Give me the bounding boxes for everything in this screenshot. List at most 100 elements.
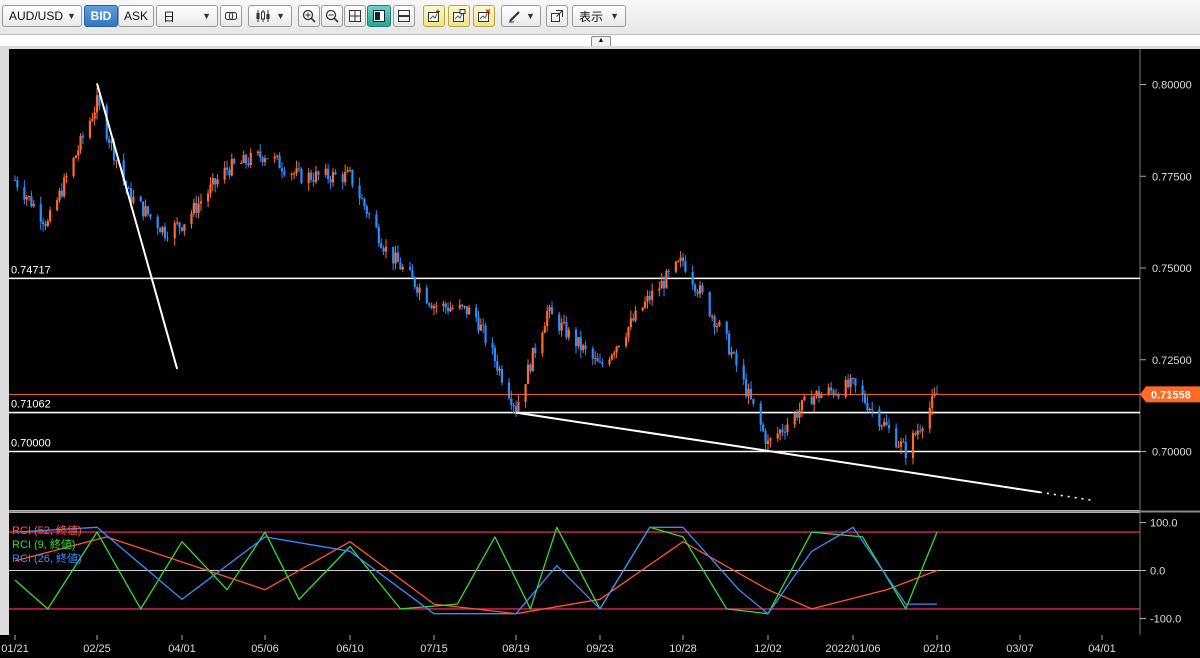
candle-body [317,171,320,175]
candle-body [146,206,150,215]
candle-body [263,158,267,163]
rci-panel[interactable] [9,513,1140,635]
candle-body [401,266,404,270]
candle-body [88,120,92,138]
candle-body [543,326,546,334]
candle-body [81,135,85,138]
candle-body [677,260,680,262]
candle-body [496,361,499,371]
candle-body [32,204,35,207]
candle-body [463,306,466,308]
symbol-select-label: AUD/USD [9,9,64,23]
period-select[interactable]: 日 ▼ [156,5,218,27]
price-panel[interactable] [9,49,1140,510]
candle-body [108,138,111,143]
horizontal-line-label: 0.70000 [11,438,51,450]
candle-body [60,190,63,197]
candle-body [648,295,651,300]
candle-body [91,118,94,121]
candle-body [425,287,428,304]
price-tick-label: 0.75000 [1152,263,1192,275]
candle-body [432,306,436,309]
candle-body [742,365,745,380]
candle-body [752,398,755,404]
candle-body [112,141,116,161]
candle-body [844,379,847,398]
chart-type-select[interactable]: ▼ [248,5,292,27]
candle-body [247,163,250,166]
panel-layout-icon[interactable] [367,5,391,27]
trendline-lower[interactable] [515,411,1041,494]
chart[interactable]: 0.80000 0.77500 0.75000 0.72500 0.70000 0.74… [0,46,1200,658]
candle-body [442,303,445,306]
export-window-icon[interactable] [546,5,568,27]
candle-body [451,308,454,310]
candle-body [396,252,400,263]
candle-body [161,226,164,233]
candle-body [206,193,210,202]
candle-body [632,318,635,321]
candle-body [820,394,823,398]
bid-button[interactable]: BID [84,5,118,27]
candle-body [468,307,471,315]
candle-body [899,441,903,447]
candle-body [365,206,368,214]
split-panel-icon[interactable] [393,5,415,27]
zoom-out-icon[interactable] [321,5,343,27]
x-tick-label: 03/07 [1006,643,1034,655]
candle-body [197,203,200,213]
candle-body [214,178,217,185]
add-indicator-icon[interactable] [423,5,445,27]
candle-body [42,221,45,224]
display-menu[interactable]: 表示 ▼ [572,5,626,27]
candle-body [565,321,568,338]
candle-body [195,202,198,213]
candle-body [435,305,438,307]
pen-icon [508,9,522,23]
trendline-upper[interactable] [96,83,179,370]
candle-body [769,438,772,441]
chevron-down-icon: ▼ [67,11,76,21]
rci-tick-label: 100.0 [1150,518,1178,530]
candle-body [582,345,585,351]
candle-body [491,343,494,348]
candle-body [139,196,142,202]
candle-body [681,257,685,262]
indicator-settings-icon[interactable] [448,5,470,27]
candle-body [216,179,219,185]
candle-body [698,285,702,294]
candle-body [233,158,236,164]
candle-body [375,214,378,228]
bid-button-label: BID [90,9,112,23]
candle-body [228,169,231,176]
candle-body [129,188,133,203]
candle-body [240,162,243,164]
ask-button[interactable]: ASK [118,5,154,27]
candle-body [192,202,195,214]
candle-body [190,213,193,225]
drawing-tool-select[interactable]: ▼ [501,5,541,27]
x-tick-label: 09/23 [586,643,614,655]
candle-body [837,393,840,398]
link-icon[interactable] [220,5,242,27]
candle-body [617,345,621,347]
candle-body [747,388,750,397]
candle-body [176,222,179,224]
horizontal-line-label: 0.71062 [11,399,51,411]
candle-body [500,368,504,383]
grid-icon[interactable] [344,5,366,27]
rci-legend-entry: RCI (9, 終値) [12,537,76,551]
remove-indicator-icon[interactable] [473,5,495,27]
candle-body [360,198,364,200]
zoom-in-icon[interactable] [298,5,320,27]
x-tick-label: 04/01 [168,643,196,655]
candle-body [601,362,604,365]
symbol-select[interactable]: AUD/USD ▼ [2,5,82,27]
candle-body [293,173,296,175]
candle-body [662,280,666,289]
candle-body [310,172,313,180]
candle-body [249,153,252,166]
candle-body [684,261,687,272]
candle-body [416,286,419,293]
candle-body [550,307,554,315]
